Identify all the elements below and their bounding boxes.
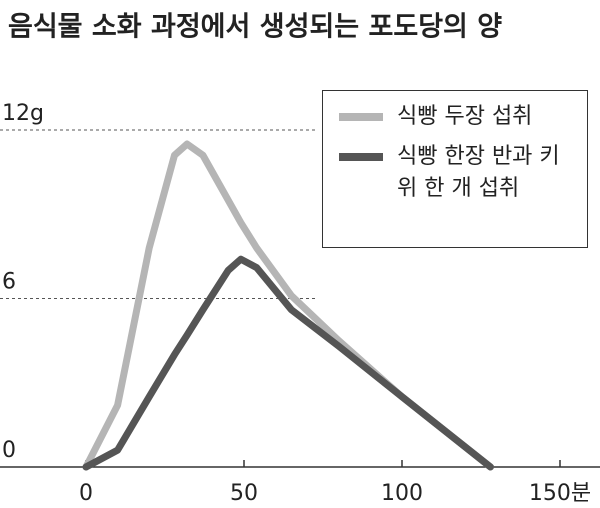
y-tick-label: 12g	[2, 101, 44, 126]
chart-title: 음식물 소화 과정에서 생성되는 포도당의 양	[8, 12, 502, 43]
legend-item: 식빵 두장 섭취	[335, 101, 575, 133]
x-tick-label: 150분	[529, 481, 591, 506]
series-line	[82, 140, 494, 471]
legend-swatch	[339, 153, 383, 161]
legend-swatch	[339, 113, 383, 121]
y-tick-label: 6	[2, 270, 16, 295]
x-tick-label: 100	[381, 481, 423, 506]
series-line	[82, 255, 494, 471]
legend-label: 식빵 두장 섭취	[397, 104, 533, 129]
y-tick-label: 0	[2, 438, 16, 463]
x-tick-label: 50	[230, 481, 258, 506]
legend-label: 식빵 한장 반과 키위 한 개 섭취	[397, 144, 560, 201]
x-tick-label: 0	[79, 481, 93, 506]
legend-item: 식빵 한장 반과 키위 한 개 섭취	[335, 141, 575, 205]
